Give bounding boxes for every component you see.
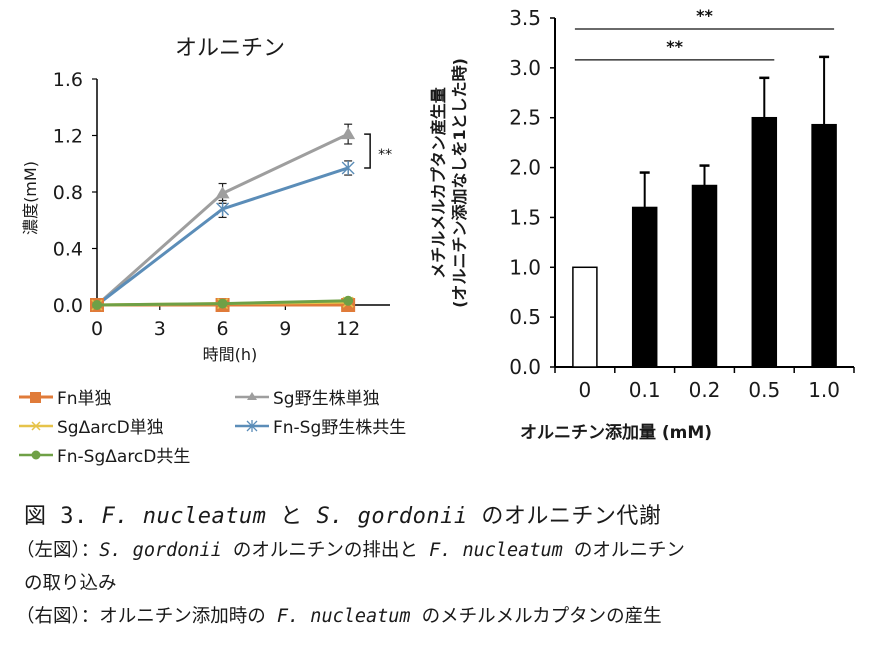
legend-item-sg-wt-alone: Sg野生株単独: [234, 384, 380, 409]
x-tick-label: 1.0: [808, 378, 840, 402]
legend-item-fn-alone: Fn単独: [18, 384, 112, 409]
data-point-circle: [92, 300, 102, 310]
significance-annotation: **: [364, 133, 392, 169]
y-tick-label: 2.5: [509, 106, 541, 130]
caption-figure-number: 図 3.: [24, 504, 102, 529]
bar: [751, 116, 778, 368]
y-tick-label: 1.0: [509, 255, 541, 279]
bars-group: [572, 55, 837, 368]
y-tick-label: 1.6: [53, 69, 83, 91]
x-tick-label: 0.2: [689, 378, 721, 402]
y-tick-label: 2.0: [509, 156, 541, 180]
x-axis-label: オルニチン添加量 (mM): [520, 422, 712, 443]
legend-marker-square-icon: [19, 391, 53, 403]
legend-item-fn-sg-wt-coculture: Fn-Sg野生株共生: [234, 413, 406, 438]
significance-bracket: [364, 133, 371, 169]
bar: [691, 184, 718, 368]
y-tick-label: 0.5: [509, 305, 541, 329]
legend-item-fn-sg-arcd-coculture: Fn-SgΔarcD共生: [18, 442, 190, 467]
y-tick-label: 3.5: [509, 6, 541, 30]
caption-text: と: [266, 504, 317, 529]
ornithine-line-chart: オルニチン 0.0 0.4 0.8 1.2 1.6 0 3 6 9 12 時間(h) 濃度(mM…: [21, 36, 392, 364]
bar: [811, 123, 837, 368]
legend-label: Fn-SgΔarcD共生: [57, 447, 191, 467]
caption-text: （左図）：: [16, 540, 100, 561]
caption-right-description: （右図）：オルニチン添加時の F. nucleatum のメチルメルカプタンの産…: [16, 600, 864, 633]
caption-left-continuation: の取り込み: [24, 573, 117, 594]
x-tick-labels: 0 3 6 9 12: [91, 318, 360, 340]
species-name: F. nucleatum: [101, 504, 267, 529]
x-tick-label: 0: [91, 318, 103, 340]
caption-text: のオルニチン: [562, 540, 685, 561]
species-name: S. gordonii: [99, 540, 222, 561]
data-point-star: [341, 160, 355, 175]
caption-left-description: （左図）：S. gordonii のオルニチンの排出と F. nucleatum…: [16, 534, 864, 567]
significance-label: **: [378, 147, 392, 163]
legend: Fn単独 Sg野生株単独 SgΔarcD単独 Fn-Sg野生株共生 Fn-SgΔ…: [0, 372, 440, 487]
series-line: [96, 132, 349, 307]
legend-label: SgΔarcD単独: [57, 418, 164, 438]
significance-brackets: ** **: [574, 6, 835, 61]
methyl-mercaptan-bar-chart: 0.0 0.5 1.0 1.5 2.0 2.5 3.0 3.5 0 0.1 0.2 0.5 1.0 *…: [429, 6, 855, 443]
x-tick-label: 0.1: [629, 378, 661, 402]
y-tick-label: 0.0: [53, 295, 83, 317]
legend-marker-star-icon: [235, 419, 269, 432]
legend-marker-triangle-icon: [235, 391, 269, 400]
x-axis-label: 時間(h): [203, 345, 258, 364]
y-axis-label: 濃度(mM): [21, 161, 40, 235]
data-point-circle: [343, 295, 354, 306]
x-tick-label: 12: [336, 318, 360, 340]
bar: [631, 206, 658, 368]
x-tick-label: 3: [154, 318, 166, 340]
significance-label: **: [696, 6, 713, 25]
caption-text: のオルニチンの排出と: [221, 540, 430, 561]
species-name: F. nucleatum: [276, 606, 411, 627]
x-tick-label: 6: [217, 318, 229, 340]
species-name: F. nucleatum: [429, 540, 563, 561]
x-tick-label: 9: [279, 318, 291, 340]
legend-label: Sg野生株単独: [273, 389, 380, 409]
legend-marker-x-icon: [19, 420, 53, 431]
series-group: [90, 123, 356, 312]
y-axis-label: メチルメルカプタン産生量: [429, 87, 448, 279]
caption-title: 図 3. F. nucleatum と S. gordonii のオルニチン代謝: [24, 500, 864, 534]
x-tick-label: 0: [579, 378, 592, 402]
legend-item-sg-arcd-alone: SgΔarcD単独: [18, 413, 164, 438]
y-tick-label: 0.4: [53, 239, 83, 261]
y-tick-labels: 0.0 0.4 0.8 1.2 1.6: [53, 69, 83, 317]
bar: [572, 266, 598, 368]
caption-text: のメチルメルカプタンの産生: [410, 606, 662, 627]
significance-label: **: [666, 37, 683, 56]
species-name: S. gordonii: [316, 504, 468, 529]
y-tick-label: 0.0: [509, 355, 541, 379]
data-point-star: [216, 201, 230, 216]
x-tick-labels: 0 0.1 0.2 0.5 1.0: [579, 378, 840, 402]
series-4: [92, 295, 354, 310]
y-tick-label: 1.2: [53, 126, 83, 148]
legend-marker-circle-icon: [19, 450, 53, 459]
y-tick-label: 3.0: [509, 56, 541, 80]
data-point-circle: [217, 298, 228, 309]
caption-text: （右図）：オルニチン添加時の: [16, 606, 277, 627]
caption-text: のオルニチン代謝: [467, 504, 662, 529]
y-tick-label: 1.5: [509, 205, 541, 229]
legend-label: Fn-Sg野生株共生: [273, 418, 407, 438]
figure-caption: 図 3. F. nucleatum と S. gordonii のオルニチン代謝…: [16, 500, 864, 633]
legend-label: Fn単独: [57, 389, 112, 409]
data-point-triangle: [215, 186, 230, 199]
data-point-triangle: [341, 127, 356, 140]
x-tick-label: 0.5: [748, 378, 780, 402]
y-tick-label: 0.8: [53, 182, 83, 204]
y-tick-labels: 0.0 0.5 1.0 1.5 2.0 2.5 3.0 3.5: [509, 6, 541, 379]
chart-title: オルニチン: [175, 36, 285, 61]
y-axis-sublabel: (オルニチン添加なしを1とした時): [450, 58, 469, 308]
